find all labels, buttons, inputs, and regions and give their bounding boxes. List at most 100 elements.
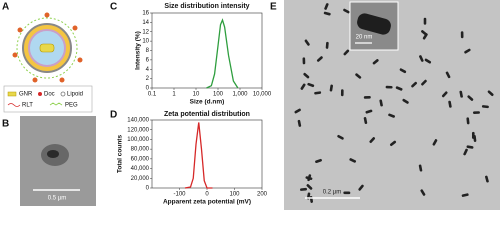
- inset-image: 20 nm: [349, 1, 399, 51]
- nanorod: [314, 91, 322, 95]
- nanorod: [304, 39, 310, 46]
- nanorod: [463, 148, 468, 156]
- x-tick-label: 0: [205, 192, 209, 198]
- nanorod: [424, 58, 432, 64]
- nanorod: [363, 95, 371, 99]
- nanorod: [389, 140, 397, 147]
- y-axis-label: Total counts: [117, 135, 124, 174]
- legend-label: PEG: [65, 103, 78, 109]
- nanorod: [402, 98, 409, 104]
- legend-label: RLT: [22, 103, 33, 109]
- legend-label: Doc: [44, 92, 55, 98]
- nanorod: [419, 55, 424, 62]
- y-tick-label: 20,000: [131, 176, 150, 182]
- nanorod: [316, 56, 323, 62]
- nanorod: [369, 137, 376, 144]
- nanorod: [307, 82, 315, 88]
- y-tick-label: 0: [146, 186, 150, 192]
- y-tick-label: 6: [146, 57, 150, 63]
- nanorod: [485, 175, 489, 183]
- nanorod: [329, 84, 333, 92]
- y-tick-label: 0: [146, 86, 150, 92]
- panel-label: D: [110, 110, 117, 121]
- x-tick-label: 100: [213, 92, 224, 98]
- x-axis-label: Size (d.nm): [190, 99, 225, 106]
- nanorod: [297, 119, 302, 127]
- nanorod: [385, 85, 393, 89]
- x-tick-label: 0.1: [148, 92, 157, 98]
- y-tick-label: 80,000: [131, 147, 150, 153]
- y-tick-label: 12: [142, 29, 149, 35]
- nanorod: [372, 59, 379, 65]
- x-tick-label: 100: [229, 192, 240, 198]
- nanorod: [300, 83, 306, 90]
- nanorod: [365, 109, 373, 114]
- nanorod: [445, 71, 451, 79]
- nanorod: [472, 111, 480, 114]
- nanorod: [349, 158, 357, 163]
- nanorod: [358, 184, 364, 191]
- scale-bar-label: 20 nm: [356, 35, 373, 41]
- nanorod: [422, 33, 428, 40]
- nanorod: [432, 139, 438, 146]
- figure: A GNR Doc Lipoid RLT PEG B 0.5 µm C D E: [2, 0, 500, 210]
- nanorod: [423, 17, 427, 25]
- legend-box: GNR Doc Lipoid RLT PEG: [3, 85, 93, 113]
- data-line: [184, 122, 213, 189]
- y-axis-label: Intensity (%): [135, 31, 142, 70]
- x-tick-label: 200: [257, 192, 268, 198]
- nanorod: [459, 90, 463, 98]
- nanorod: [448, 100, 452, 108]
- nanorod: [302, 57, 306, 65]
- nanorod: [337, 134, 344, 140]
- scale-bar-label: 0.2 µm: [323, 190, 341, 196]
- nanorod: [418, 164, 423, 172]
- nanorod: [343, 191, 351, 195]
- legend-label: Lipoid: [67, 92, 83, 98]
- nanorod: [441, 91, 448, 98]
- plot-frame: [151, 12, 263, 89]
- plot-frame: [151, 119, 263, 189]
- x-tick-label: 1,000: [232, 92, 248, 98]
- nanorod: [464, 48, 471, 54]
- nanorod: [305, 176, 313, 181]
- nanorod: [421, 79, 427, 86]
- nanorod: [323, 11, 331, 16]
- y-tick-label: 10: [142, 39, 149, 45]
- panel-label: E: [270, 2, 277, 13]
- chart-title: Zeta potential distribution: [164, 111, 250, 118]
- x-tick-label: 1: [172, 92, 176, 98]
- y-tick-label: 14: [142, 20, 149, 26]
- nanorod: [487, 90, 494, 97]
- nanorod: [340, 89, 344, 97]
- nanorod: [411, 81, 418, 88]
- tem-image: 0.5 µm: [20, 116, 96, 206]
- y-tick-label: 8: [146, 48, 150, 54]
- nanorod: [315, 158, 322, 164]
- scale-bar-label: 0.5 µm: [48, 196, 66, 202]
- nanorod: [300, 187, 308, 191]
- nanorod: [461, 193, 469, 197]
- nanorod: [466, 117, 470, 125]
- panel-label: C: [110, 2, 117, 13]
- nanorod: [467, 95, 474, 101]
- y-tick-label: 16: [142, 11, 149, 17]
- chart-title: Size distribution intensity: [164, 3, 249, 10]
- x-tick-label: 10: [193, 92, 200, 98]
- scale-bar: 0.2 µm: [305, 190, 360, 199]
- nanorod: [379, 99, 383, 107]
- y-tick-label: 40,000: [131, 166, 150, 172]
- nanorod: [325, 41, 329, 49]
- y-tick-label: 4: [146, 67, 150, 73]
- nanorod: [303, 72, 310, 79]
- nanorod: [294, 108, 301, 114]
- nanorod: [363, 117, 368, 125]
- panel-label: A: [2, 2, 9, 13]
- x-axis-label: Apparent zeta potential (mV): [163, 199, 251, 206]
- y-tick-label: 60,000: [131, 156, 150, 162]
- nanorod: [473, 134, 477, 142]
- nanorod: [343, 49, 350, 56]
- nanorod: [355, 73, 362, 79]
- legend-label: GNR: [19, 92, 33, 98]
- nanoparticle-diagram: [12, 12, 83, 83]
